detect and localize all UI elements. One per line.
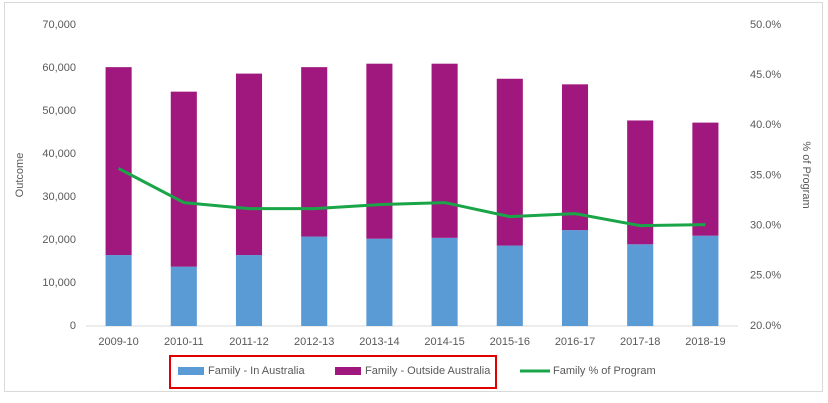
bar [496, 245, 523, 326]
y-tick-label: 10,000 [42, 277, 76, 289]
y2-tick-label: 45.0% [750, 69, 781, 81]
bar [235, 255, 263, 326]
legend-label: Family - In Australia [208, 365, 305, 377]
bar [431, 63, 458, 238]
bar [105, 67, 132, 256]
y2-tick-label: 40.0% [750, 119, 781, 131]
bar [561, 230, 589, 326]
x-tick-label: 2018-19 [685, 336, 725, 348]
legend-swatch [335, 367, 361, 375]
bar [561, 84, 589, 231]
y-tick-label: 70,000 [42, 19, 76, 31]
chart-frame [4, 2, 823, 392]
x-tick-label: 2015-16 [490, 336, 530, 348]
bar [301, 236, 328, 326]
x-tick-label: 2017-18 [620, 336, 660, 348]
y-tick-label: 60,000 [42, 62, 76, 74]
bar [170, 266, 197, 326]
y2-axis-title: % of Program [800, 141, 812, 208]
y2-tick-label: 20.0% [750, 320, 781, 332]
x-tick-label: 2016-17 [555, 336, 595, 348]
x-tick-label: 2010-11 [164, 336, 204, 348]
bar [170, 91, 197, 267]
y-tick-label: 20,000 [42, 234, 76, 246]
highlight-box [169, 355, 497, 389]
x-tick-label: 2011-12 [229, 336, 269, 348]
legend-label: Family % of Program [553, 365, 656, 377]
bar [496, 78, 523, 246]
y2-tick-label: 30.0% [750, 220, 781, 232]
y2-tick-label: 50.0% [750, 19, 781, 31]
x-tick-label: 2009-10 [98, 336, 138, 348]
bar [301, 67, 328, 237]
bar [431, 237, 458, 326]
legend-label: Family - Outside Australia [365, 365, 491, 377]
bar [366, 63, 393, 239]
bar [366, 238, 393, 326]
x-tick-label: 2012-13 [294, 336, 334, 348]
y-axis-title: Outcome [14, 153, 26, 198]
y2-tick-label: 35.0% [750, 169, 781, 181]
y-tick-label: 30,000 [42, 191, 76, 203]
y-tick-label: 0 [70, 320, 76, 332]
bar [105, 255, 132, 326]
bar [235, 73, 263, 256]
bar [627, 244, 654, 326]
line [117, 167, 706, 228]
y-tick-label: 50,000 [42, 105, 76, 117]
x-tick-label: 2014-15 [424, 336, 464, 348]
y-tick-label: 40,000 [42, 148, 76, 160]
bar [692, 235, 719, 326]
x-tick-label: 2013-14 [359, 336, 399, 348]
y2-tick-label: 25.0% [750, 270, 781, 282]
bar [692, 122, 719, 236]
legend-swatch [178, 367, 204, 375]
